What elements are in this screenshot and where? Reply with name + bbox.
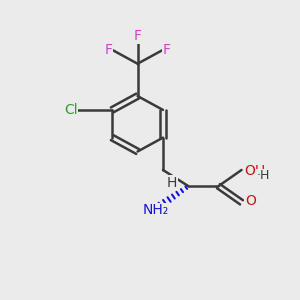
- Text: O: O: [245, 194, 256, 208]
- Text: OH: OH: [244, 164, 265, 178]
- Text: ·H: ·H: [256, 169, 270, 182]
- Text: F: F: [134, 29, 142, 43]
- Text: F: F: [104, 43, 112, 57]
- Text: NH₂: NH₂: [143, 203, 169, 218]
- Text: H: H: [167, 176, 177, 190]
- Text: Cl: Cl: [64, 103, 77, 117]
- Text: F: F: [163, 43, 171, 57]
